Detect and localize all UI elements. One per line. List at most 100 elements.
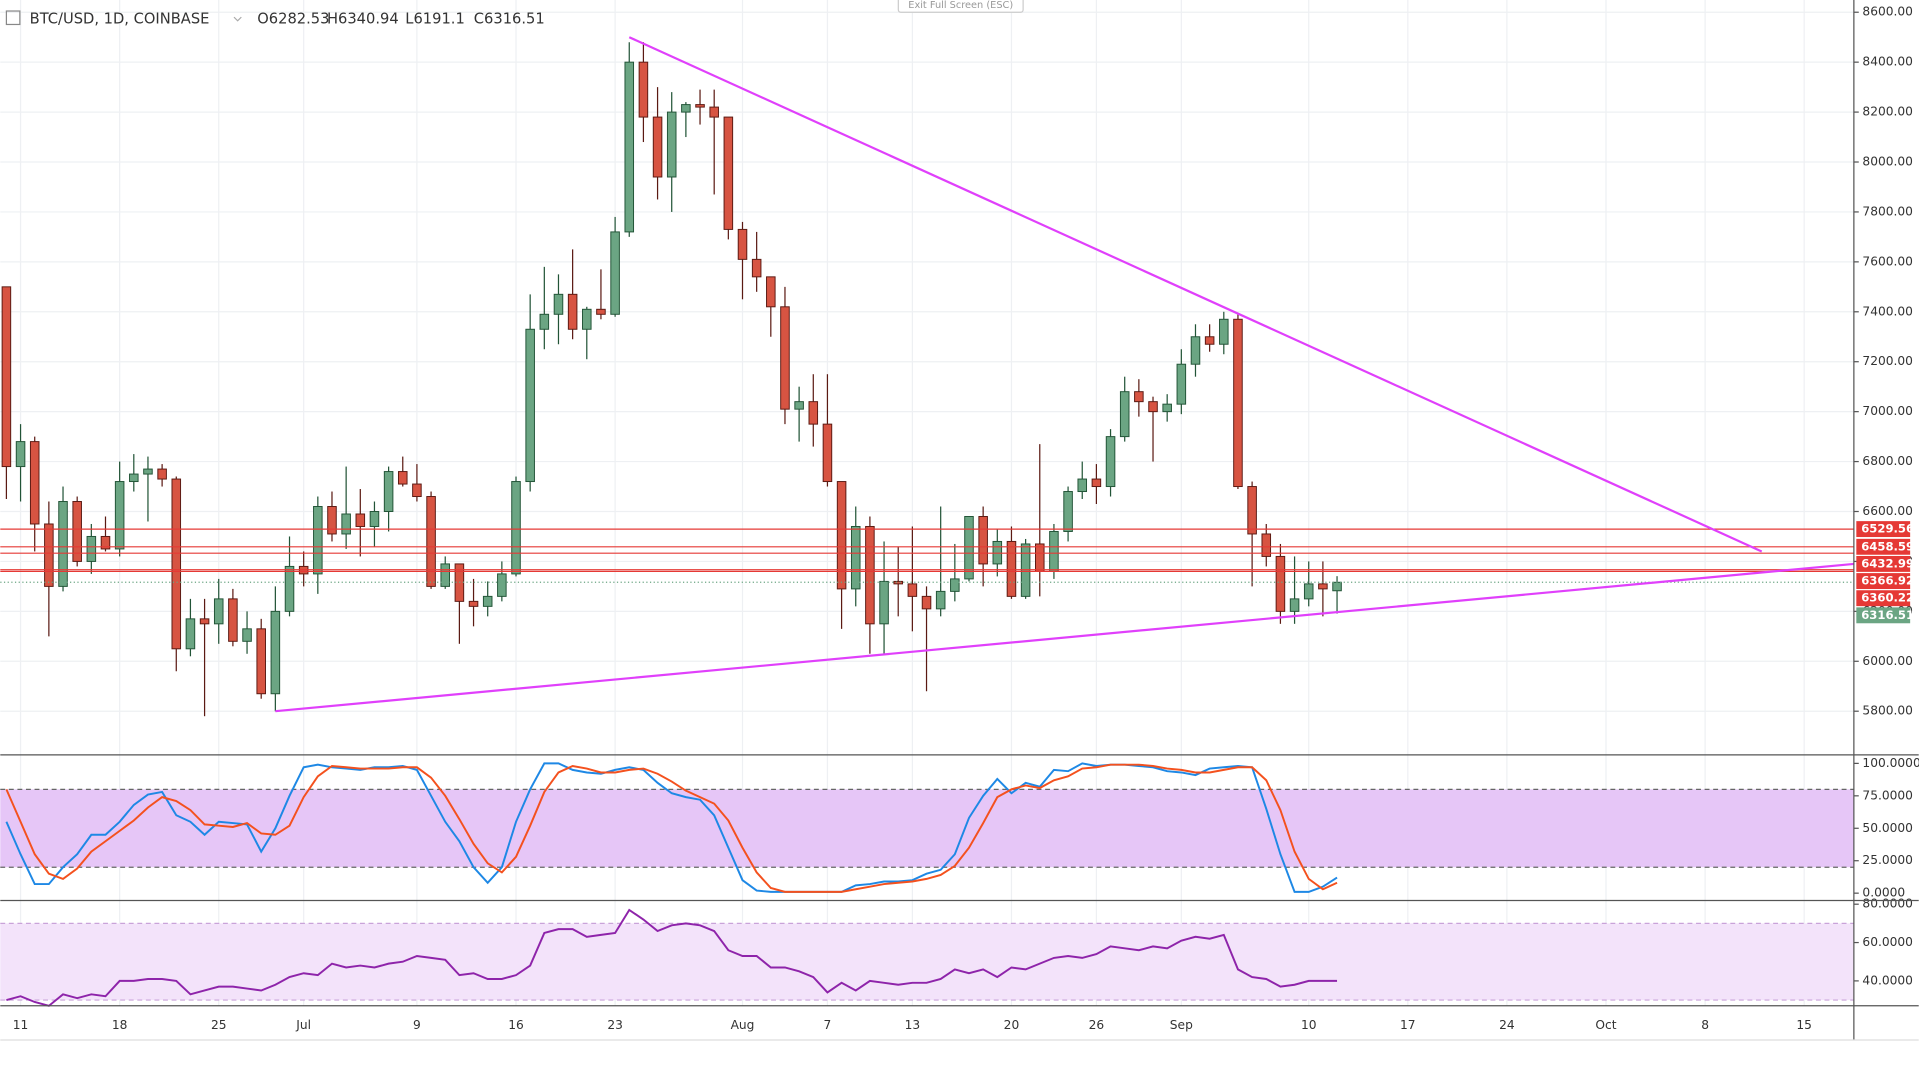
y-tick-label: 8600.00 [1862,5,1913,19]
candle-body [256,628,266,695]
candle-body [1289,598,1300,612]
rsi-tick-label: 60.0000 [1862,935,1913,949]
toolbar [0,1039,1919,1073]
x-tick-label: 16 [508,1018,524,1032]
candle-body [850,525,861,590]
candle-body [1332,581,1342,592]
candle-body [766,276,776,308]
y-tick-label: 8000.00 [1862,155,1913,169]
candle-body [1,286,12,468]
candle-body [652,116,663,178]
candle-body [624,61,635,233]
current-price-label-bg [1856,607,1911,624]
candle-body [482,595,493,607]
candle-body [1176,363,1187,405]
candle-body [1162,403,1172,413]
price-line-label: 6529.56 [1861,522,1914,536]
current-price-label: 6316.51 [1861,608,1914,622]
ohlc-number: 6316.51 [484,11,545,28]
candle-body [86,535,97,562]
price-line-label-bg [1856,555,1911,572]
x-tick-label: 24 [1499,1018,1515,1032]
ohlc-value: L6191.1 [405,11,465,28]
candle-body [199,618,210,625]
stoch-tick-label: 75.0000 [1862,788,1913,802]
candle-body [935,590,946,610]
candle-body [723,116,734,230]
candle-body [836,481,847,590]
candle-body [1247,486,1257,535]
candle-body [426,496,436,587]
dropdown-icon[interactable] [233,16,242,22]
candle-body [539,313,550,330]
trend-line [628,36,1763,553]
exit-fullscreen-button[interactable] [897,0,1024,13]
x-tick-label: 8 [1701,1018,1709,1032]
candle-body [1204,336,1215,345]
candle-body [553,293,564,315]
y-tick-label: 8200.00 [1862,105,1913,119]
price-line-label: 6458.59 [1861,539,1914,553]
candle-body [468,600,479,607]
exit-fullscreen-label[interactable]: Exit Full Screen (ESC) [908,0,1013,11]
x-tick-label: Jul [295,1018,311,1032]
candle-body [1049,530,1059,572]
candle-body [157,468,167,480]
candle-body [1261,533,1272,557]
ohlc-value: O6282.53 [257,11,329,28]
x-tick-label: 9 [413,1018,421,1032]
stoch-tick-label: 0.0000 [1862,886,1905,900]
price-line-label: 6366.92 [1861,574,1914,588]
x-tick-label: 17 [1400,1018,1416,1032]
candle-body [355,513,366,527]
candle-body [511,481,521,575]
price-line-label-bg [1856,538,1911,555]
candle-body [964,516,974,580]
candle-body [1091,478,1102,488]
candle-body [751,258,762,278]
x-tick-label: Sep [1170,1018,1193,1032]
candle-body [1190,336,1201,365]
candle-body [100,535,111,550]
y-tick-label: 7600.00 [1862,254,1913,268]
x-tick-label: 13 [905,1018,921,1032]
x-tick-label: Oct [1595,1018,1616,1032]
candle-body [242,628,252,642]
y-tick-label: 6800.00 [1862,454,1913,468]
candle-body [794,401,804,410]
candle-body [1077,478,1088,493]
candle-body [567,293,578,330]
candle-body [1233,318,1243,488]
candle-body [1105,436,1116,488]
candle-body [497,573,507,597]
rsi-band [0,923,1854,1001]
y-tick-label: 8400.00 [1862,55,1913,69]
stoch-tick-label: 25.0000 [1862,853,1913,867]
collapse-icon[interactable] [5,10,21,26]
x-tick-label: 20 [1004,1018,1020,1032]
y-tick-label: 7800.00 [1862,204,1913,218]
candle-body [1148,401,1158,413]
ohlc-prefix: O [257,11,269,28]
candle-body [327,506,337,535]
candle-body [440,563,451,587]
x-tick-label: 25 [211,1018,227,1032]
candle-body [695,104,705,108]
ohlc-number: 6191.1 [413,11,464,28]
ohlc-prefix: H [327,11,338,28]
candle-body [228,598,238,642]
candle-body [72,501,82,562]
candle-body [978,516,988,565]
x-tick-label: 18 [112,1018,128,1032]
candle-body [1035,543,1045,572]
candle-body [893,580,903,585]
y-tick-label: 6000.00 [1862,654,1913,668]
candle-body [865,525,875,625]
candle-body [29,441,40,525]
x-tick-label: 23 [607,1018,623,1032]
candle-body [341,513,351,535]
candle-body [596,308,606,315]
